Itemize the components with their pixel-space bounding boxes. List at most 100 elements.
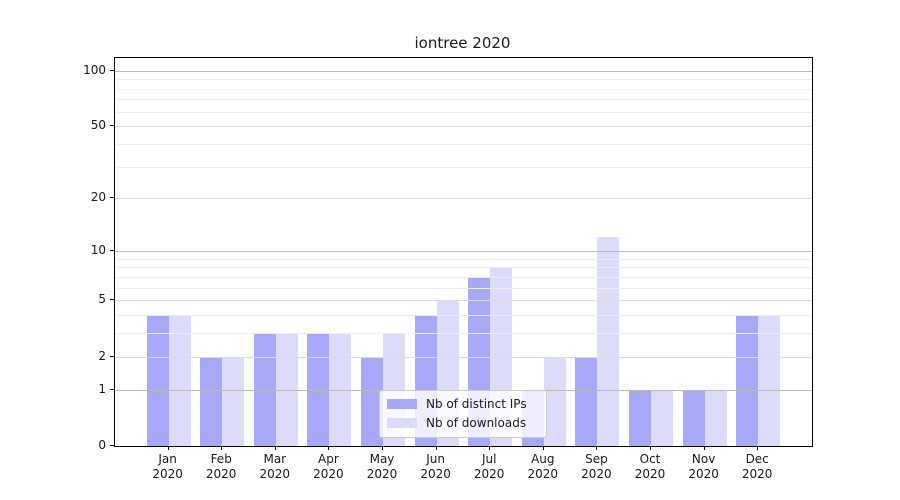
x-tick-month: Oct [639,452,661,466]
x-tick-label-jul: Jul 2020 [457,452,521,482]
gridline-minor-30 [115,167,812,168]
x-tick-mark-jun [435,446,437,450]
y-tick-mark-0 [110,445,115,446]
x-tick-label-may: May 2020 [350,452,414,482]
x-tick-label-jan: Jan 2020 [136,452,200,482]
y-tick-label-1: 1 [98,381,106,396]
y-tick-mark-5 [110,299,115,301]
x-tick-label-nov: Nov 2020 [672,452,736,482]
legend-label-distinct-ips: Nb of distinct IPs [426,397,527,411]
bar-distinct-ips-dec [736,315,759,446]
y-tick-label-5: 5 [98,292,106,307]
x-tick-mark-sep [596,446,598,450]
x-tick-mark-may [382,446,383,450]
legend: Nb of distinct IPs Nb of downloads [379,390,547,438]
legend-item-downloads: Nb of downloads [387,416,538,430]
gridline-minor-40 [115,144,812,145]
bar-downloads-apr [329,333,352,446]
bar-distinct-ips-nov [682,389,705,446]
gridline-minor-4 [115,315,812,316]
x-tick-month: Aug [531,452,555,466]
x-tick-mark-nov [703,446,705,450]
x-tick-label-feb: Feb 2020 [189,452,253,482]
x-tick-label-aug: Aug 2020 [511,452,575,482]
x-tick-label-mar: Mar 2020 [243,452,307,482]
y-tick-mark-10 [110,250,115,252]
x-tick-month: Sep [585,452,608,466]
x-tick-year: 2020 [527,467,559,481]
x-tick-month: Jun [426,452,445,466]
gridline-10 [115,251,812,252]
bar-distinct-ips-may [361,356,383,446]
x-tick-mark-oct [650,446,651,450]
x-tick-mark-jul [489,446,491,450]
bar-downloads-oct [651,389,673,446]
legend-swatch-downloads [387,418,417,428]
x-tick-month: Feb [210,452,232,466]
x-tick-mark-dec [757,446,759,450]
bar-downloads-dec [758,315,781,446]
legend-label-downloads: Nb of downloads [426,416,527,430]
y-tick-label-20: 20 [90,190,106,205]
gridline-minor-7 [115,277,812,278]
bar-distinct-ips-oct [629,389,651,446]
x-tick-year: 2020 [741,467,773,481]
bar-downloads-sep [597,237,620,446]
y-tick-label-50: 50 [90,118,106,133]
y-tick-label-100: 100 [83,62,106,77]
x-tick-month: Jan [158,452,177,466]
y-tick-mark-1 [110,388,115,390]
x-tick-year: 2020 [420,467,451,481]
x-tick-year: 2020 [366,467,398,481]
gridline-2 [115,357,812,358]
bar-downloads-aug [543,356,566,446]
bar-distinct-ips-jan [146,315,169,446]
x-tick-month: Nov [691,452,716,466]
x-tick-month: Mar [263,452,287,466]
x-tick-mark-mar [274,446,276,450]
bar-distinct-ips-feb [200,356,223,446]
y-tick-mark-2 [110,355,115,357]
x-tick-mark-apr [328,446,330,450]
x-tick-year: 2020 [313,467,344,481]
gridline-100 [115,71,812,72]
x-tick-year: 2020 [259,467,291,481]
x-tick-label-dec: Dec 2020 [725,452,789,482]
x-tick-month: Dec [745,452,769,466]
x-tick-year: 2020 [581,467,612,481]
x-tick-mark-jan [167,446,169,450]
gridline-minor-9 [115,259,812,260]
gridline-minor-90 [115,79,812,80]
gridline-minor-80 [115,89,812,90]
x-tick-mark-feb [221,446,223,450]
y-tick-label-0: 0 [98,438,106,452]
y-tick-label-2: 2 [98,348,106,363]
x-tick-year: 2020 [688,467,719,481]
x-tick-month: May [369,452,395,466]
gridline-minor-8 [115,267,812,268]
bar-distinct-ips-apr [307,333,330,446]
x-tick-label-jun: Jun 2020 [404,452,468,482]
chart-title: iontree 2020 [414,34,511,52]
y-tick-mark-100 [110,69,115,71]
plot-area: Nb of distinct IPs Nb of downloads [114,57,813,447]
x-tick-mark-aug [542,446,544,450]
gridlines-layer [115,58,812,446]
y-tick-mark-50 [110,125,115,127]
y-tick-mark-20 [110,197,115,199]
x-tick-year: 2020 [473,467,505,481]
legend-item-distinct-ips: Nb of distinct IPs [387,397,538,411]
x-tick-year: 2020 [152,467,183,481]
bar-distinct-ips-mar [253,333,276,446]
x-tick-label-sep: Sep 2020 [564,452,628,482]
y-tick-label-10: 10 [90,243,106,258]
x-tick-label-apr: Apr 2020 [296,452,360,482]
gridline-minor-3 [115,333,812,334]
gridline-minor-60 [115,112,812,113]
bar-distinct-ips-sep [575,356,598,446]
x-tick-label-oct: Oct 2020 [618,452,682,482]
legend-swatch-distinct-ips [387,399,417,409]
gridline-20 [115,198,812,199]
x-tick-month: Apr [318,452,339,466]
